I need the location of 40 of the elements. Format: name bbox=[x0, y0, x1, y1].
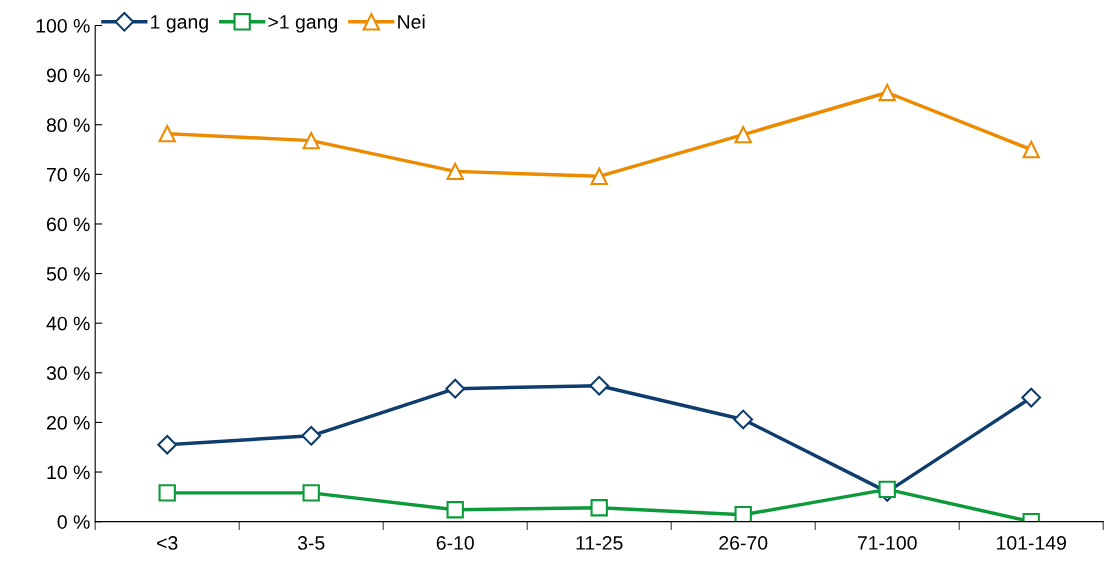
point bbox=[158, 484, 176, 502]
x-tick-label: 71-100 bbox=[857, 536, 917, 550]
y-tick-label: 10 % bbox=[47, 465, 90, 480]
y-tick-label: 40 % bbox=[46, 316, 90, 331]
x-tick-label: <3 bbox=[157, 536, 178, 550]
point bbox=[878, 83, 896, 102]
y-tick-label: 0 % bbox=[57, 515, 90, 529]
x-tick-label: 11-25 bbox=[576, 536, 623, 550]
point bbox=[589, 375, 610, 396]
point bbox=[301, 425, 322, 446]
point bbox=[590, 499, 608, 517]
x-tick-label: 26-70 bbox=[719, 536, 768, 550]
point bbox=[302, 484, 320, 502]
legend-label: >1 gang bbox=[268, 15, 338, 33]
point bbox=[157, 434, 178, 455]
point bbox=[878, 480, 896, 499]
point bbox=[446, 162, 464, 181]
point bbox=[445, 378, 466, 399]
y-tick-label: 90 % bbox=[46, 68, 90, 83]
y-tick-label: 30 % bbox=[46, 366, 90, 381]
point bbox=[158, 124, 176, 143]
legend-label: Nei bbox=[398, 14, 425, 29]
point bbox=[590, 167, 608, 186]
y-tick-label: 80 % bbox=[46, 118, 90, 132]
x-tick-label: 3-5 bbox=[297, 536, 325, 550]
legend-label: 1 gang bbox=[151, 15, 208, 33]
y-tick-label: 70 % bbox=[47, 167, 90, 182]
y-tick-label: 20 % bbox=[47, 415, 90, 430]
point bbox=[446, 501, 464, 519]
point bbox=[734, 125, 752, 144]
x-tick-label: 101-149 bbox=[997, 536, 1066, 550]
point bbox=[733, 409, 754, 430]
y-tick-label: 50 % bbox=[46, 267, 90, 281]
y-tick-label: 60 % bbox=[47, 217, 90, 232]
point bbox=[1021, 387, 1042, 408]
point bbox=[734, 506, 752, 522]
point bbox=[1022, 140, 1040, 159]
y-tick-label: 100 % bbox=[36, 18, 90, 33]
point bbox=[302, 131, 320, 150]
x-tick-label: 6-10 bbox=[436, 536, 474, 550]
